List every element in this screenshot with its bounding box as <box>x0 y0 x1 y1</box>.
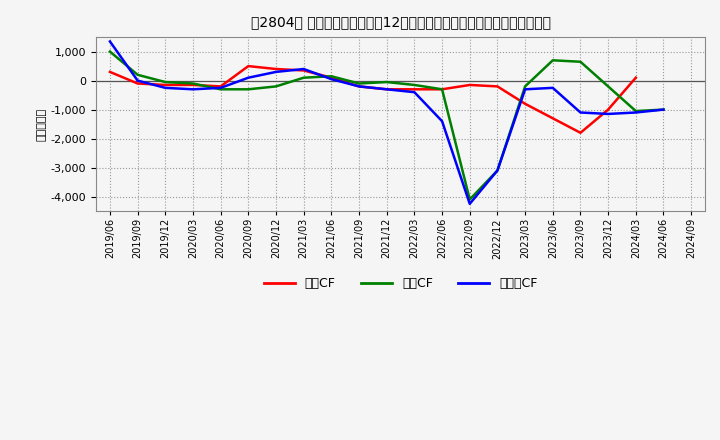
フリーCF <box>271 69 280 74</box>
営業CF <box>382 87 391 92</box>
営業CF <box>493 84 502 89</box>
投資CF <box>631 108 640 114</box>
投資CF <box>133 72 142 77</box>
投資CF <box>410 82 419 88</box>
投資CF <box>271 84 280 89</box>
投資CF <box>660 107 668 112</box>
フリーCF <box>382 87 391 92</box>
投資CF <box>161 79 170 84</box>
投資CF <box>438 87 446 92</box>
営業CF <box>189 82 197 88</box>
フリーCF <box>549 85 557 91</box>
営業CF <box>521 101 529 106</box>
フリーCF <box>106 39 114 44</box>
投資CF <box>327 73 336 79</box>
フリーCF <box>355 84 364 89</box>
フリーCF <box>465 201 474 206</box>
フリーCF <box>631 110 640 115</box>
投資CF <box>216 87 225 92</box>
投資CF <box>300 75 308 81</box>
フリーCF <box>161 85 170 91</box>
営業CF <box>133 81 142 86</box>
営業CF <box>327 75 336 81</box>
投資CF <box>604 84 613 89</box>
営業CF <box>355 84 364 89</box>
営業CF <box>216 84 225 89</box>
営業CF <box>410 87 419 92</box>
投資CF <box>576 59 585 64</box>
フリーCF <box>300 66 308 72</box>
投資CF <box>106 49 114 54</box>
フリーCF <box>438 118 446 124</box>
営業CF <box>631 75 640 81</box>
営業CF <box>465 82 474 88</box>
フリーCF <box>493 168 502 173</box>
営業CF <box>106 69 114 74</box>
フリーCF <box>133 78 142 83</box>
フリーCF <box>216 85 225 91</box>
営業CF <box>271 66 280 72</box>
営業CF <box>161 82 170 88</box>
投資CF <box>189 81 197 86</box>
Line: フリーCF: フリーCF <box>110 41 664 204</box>
フリーCF <box>660 107 668 112</box>
フリーCF <box>604 111 613 117</box>
投資CF <box>465 197 474 202</box>
投資CF <box>549 58 557 63</box>
フリーCF <box>576 110 585 115</box>
営業CF <box>244 63 253 69</box>
投資CF <box>493 168 502 173</box>
フリーCF <box>410 90 419 95</box>
Legend: 営業CF, 投資CF, フリーCF: 営業CF, 投資CF, フリーCF <box>258 272 542 295</box>
営業CF <box>576 130 585 136</box>
投資CF <box>382 79 391 84</box>
投資CF <box>355 81 364 86</box>
営業CF <box>438 87 446 92</box>
フリーCF <box>244 75 253 81</box>
営業CF <box>300 68 308 73</box>
営業CF <box>549 116 557 121</box>
投資CF <box>244 87 253 92</box>
投資CF <box>521 84 529 89</box>
フリーCF <box>521 87 529 92</box>
営業CF <box>604 107 613 112</box>
Line: 営業CF: 営業CF <box>110 66 636 133</box>
フリーCF <box>327 77 336 82</box>
Y-axis label: （百万円）: （百万円） <box>37 107 47 141</box>
フリーCF <box>189 87 197 92</box>
Line: 投資CF: 投資CF <box>110 51 664 199</box>
Title: 【2804】 キャッシュフローの12か月移動合計の対前年同期増減額の推移: 【2804】 キャッシュフローの12か月移動合計の対前年同期増減額の推移 <box>251 15 551 29</box>
